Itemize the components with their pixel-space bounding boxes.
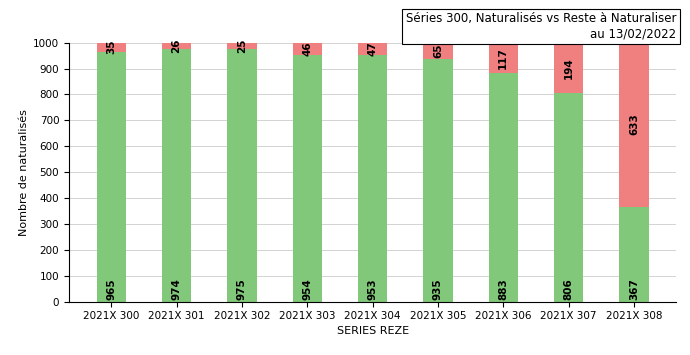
Bar bbox=[619, 43, 649, 207]
Text: 47: 47 bbox=[368, 41, 377, 56]
Text: 65: 65 bbox=[433, 44, 443, 58]
Text: 35: 35 bbox=[106, 40, 117, 54]
Text: 974: 974 bbox=[172, 278, 181, 300]
Bar bbox=[423, 59, 453, 302]
Bar bbox=[489, 73, 518, 302]
Bar bbox=[554, 43, 583, 93]
Text: 935: 935 bbox=[433, 278, 443, 300]
Bar bbox=[162, 43, 191, 49]
Bar bbox=[293, 55, 322, 302]
Text: 46: 46 bbox=[302, 41, 313, 56]
Text: 26: 26 bbox=[172, 39, 181, 53]
Text: 965: 965 bbox=[106, 278, 117, 300]
Text: 117: 117 bbox=[498, 47, 509, 69]
Text: 975: 975 bbox=[237, 278, 247, 300]
Text: 367: 367 bbox=[629, 278, 639, 300]
Bar bbox=[554, 93, 583, 302]
Text: 953: 953 bbox=[368, 278, 377, 300]
Bar bbox=[227, 49, 257, 302]
Bar bbox=[358, 55, 387, 302]
Y-axis label: Nombre de naturalisés: Nombre de naturalisés bbox=[19, 109, 29, 236]
Bar bbox=[162, 49, 191, 302]
Text: 806: 806 bbox=[564, 278, 573, 300]
Bar bbox=[227, 43, 257, 49]
Text: 25: 25 bbox=[237, 39, 247, 53]
Bar bbox=[97, 52, 126, 302]
Bar bbox=[97, 43, 126, 52]
Text: 954: 954 bbox=[302, 278, 313, 300]
Text: 194: 194 bbox=[564, 57, 573, 78]
Bar bbox=[293, 43, 322, 55]
Bar bbox=[619, 207, 649, 302]
Text: Séries 300, Naturalisés vs Reste à Naturaliser
au 13/02/2022: Séries 300, Naturalisés vs Reste à Natur… bbox=[406, 12, 676, 40]
Bar bbox=[489, 43, 518, 73]
Text: 883: 883 bbox=[498, 278, 509, 300]
Text: 633: 633 bbox=[629, 114, 639, 136]
Bar bbox=[358, 43, 387, 55]
Bar bbox=[423, 43, 453, 59]
X-axis label: SERIES REZE: SERIES REZE bbox=[337, 326, 408, 335]
